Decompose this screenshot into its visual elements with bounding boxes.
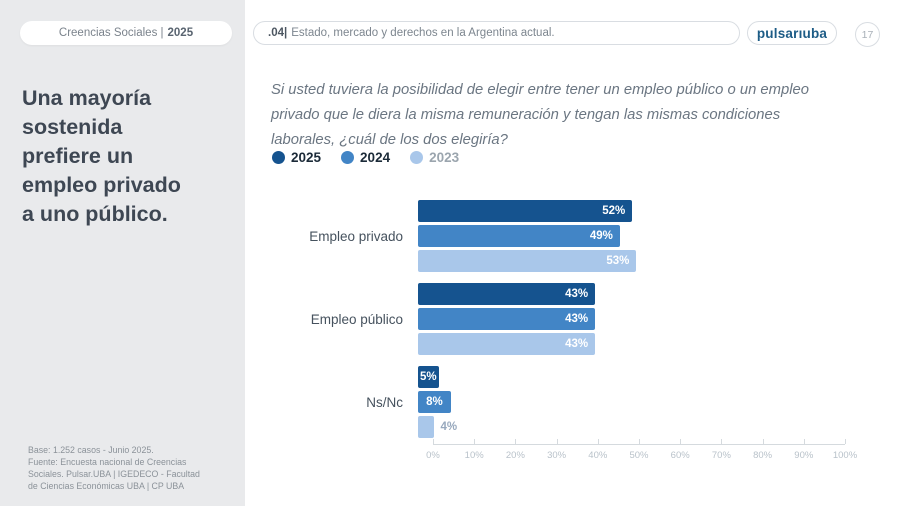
axis-tick	[639, 439, 640, 444]
legend-dot-2024	[341, 151, 355, 164]
bar-value-label: 4%	[440, 421, 458, 433]
category-label: Empleo privado	[309, 228, 403, 244]
axis-tick	[680, 439, 682, 444]
section-number: .04|	[268, 27, 288, 39]
axis-tick	[597, 439, 599, 444]
bar-value-label: 43%	[565, 313, 589, 325]
legend-dot-2025	[272, 151, 285, 164]
legend-item-2023: 2023	[410, 150, 459, 165]
bar-value-label: 43%	[565, 338, 589, 350]
bar-chart: Empleo privado 52% 49% 53% Empleo público 43%…	[260, 200, 830, 438]
bar-value-label: 53%	[606, 255, 630, 267]
bar-value-label: 49%	[589, 230, 613, 242]
report-title-pill: Creencias Sociales | 2025	[20, 21, 232, 45]
report-year: 2025	[167, 27, 194, 39]
bar-2024: 49%	[418, 225, 620, 247]
axis-tick-label: 70%	[711, 450, 731, 461]
page-number-badge: 17	[855, 22, 880, 47]
category-group: Empleo público 43% 43% 43%	[260, 283, 830, 355]
axis-tick-label: 90%	[794, 450, 814, 461]
bar-2025: 43%	[418, 283, 596, 305]
bar-2023: 53%	[418, 250, 637, 272]
category-label: Ns/Nc	[366, 394, 403, 410]
bar-2024: 43%	[418, 308, 596, 330]
bar-value-label: 5%	[419, 371, 437, 383]
axis-tick	[556, 439, 558, 444]
category-label: Empleo público	[310, 311, 403, 327]
legend-item-2024: 2024	[341, 150, 390, 165]
sidebar: Creencias Sociales | 2025 Una mayoría sos…	[0, 0, 245, 506]
legend-dot-2023	[410, 151, 424, 164]
axis-tick	[721, 439, 723, 444]
axis-tick-label: 0%	[426, 450, 440, 461]
logo-text: pulsarıuba	[756, 25, 828, 41]
bar-2023	[418, 416, 435, 438]
legend-label: 2023	[429, 150, 460, 165]
bar-2025: 52%	[418, 200, 633, 222]
axis-tick-label: 20%	[505, 450, 525, 461]
survey-question: Si usted tuviera la posibilidad de elegi…	[271, 82, 809, 148]
bar-2025: 5%	[418, 366, 439, 388]
axis-tick-label: 100%	[832, 450, 858, 461]
legend-label: 2025	[291, 150, 322, 165]
axis-tick-label: 10%	[464, 450, 484, 461]
section-title: Estado, mercado y derechos en la Argenti…	[291, 27, 555, 39]
legend-item-2025: 2025	[272, 150, 321, 165]
axis-tick-label: 30%	[547, 450, 567, 461]
category-group: Empleo privado 52% 49% 53%	[260, 200, 830, 272]
bar-value-label: 52%	[602, 205, 626, 217]
bar-value-label: 8%	[426, 396, 443, 408]
bar-value-label: 43%	[565, 288, 589, 300]
axis-tick	[762, 439, 764, 444]
legend-label: 2024	[360, 150, 391, 165]
chart-groups: Empleo privado 52% 49% 53% Empleo público 43%…	[260, 200, 830, 438]
chart-legend: 2025 2024 2023	[272, 150, 459, 165]
bar-2023: 43%	[418, 333, 596, 355]
axis-tick	[515, 439, 517, 444]
axis-tick-label: 40%	[588, 450, 608, 461]
pulsar-uba-logo: pulsarıuba	[747, 21, 837, 45]
source-note: Base: 1.252 casos - Junio 2025. Fuente: E…	[28, 445, 200, 492]
category-group: Ns/Nc 5% 8% 4%	[260, 366, 830, 438]
axis-tick	[803, 439, 805, 444]
axis-tick	[433, 439, 434, 444]
x-axis: 0% 10% 20% 30% 40% 50% 60% 70% 80% 90% 100%	[426, 439, 857, 461]
slide-headline: Una mayoría sostenida prefiere un empleo pr…	[22, 86, 181, 226]
bar-2024: 8%	[418, 391, 451, 413]
axis-tick-label: 80%	[753, 450, 773, 461]
axis-tick-label: 60%	[670, 450, 690, 461]
axis-tick-label: 50%	[629, 450, 649, 461]
section-pill: .04| Estado, mercado y derechos en la Ar…	[253, 21, 740, 45]
page-number: 17	[861, 28, 874, 41]
axis-tick	[845, 439, 846, 444]
axis-tick	[474, 439, 476, 444]
report-title: Creencias Sociales |	[58, 27, 164, 39]
